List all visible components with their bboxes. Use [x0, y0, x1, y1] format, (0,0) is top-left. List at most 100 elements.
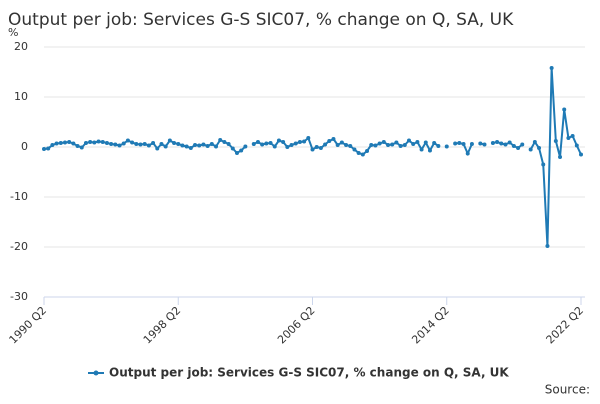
- y-tick-label: 0: [21, 140, 28, 153]
- data-point: [570, 134, 575, 138]
- data-point: [360, 152, 365, 157]
- data-point: [134, 142, 139, 146]
- legend-label: Output per job: Services G-S SIC07, % ch…: [109, 366, 509, 380]
- data-point: [381, 140, 386, 144]
- data-point: [453, 141, 458, 146]
- data-point: [155, 146, 160, 151]
- data-point: [188, 146, 193, 150]
- data-point: [42, 147, 46, 151]
- data-point: [167, 138, 172, 143]
- data-point: [121, 141, 126, 146]
- data-point: [499, 141, 504, 146]
- data-point: [234, 151, 239, 155]
- x-tick-label: 1990 Q2: [7, 304, 50, 347]
- data-point: [406, 138, 411, 143]
- data-point: [306, 136, 311, 140]
- chart-title: Output per job: Services G-S SIC07, % ch…: [8, 10, 514, 30]
- data-point: [302, 139, 307, 144]
- data-point: [415, 140, 420, 144]
- data-point: [226, 142, 231, 146]
- data-point: [528, 147, 533, 152]
- data-point: [289, 143, 294, 147]
- data-point: [352, 147, 357, 152]
- data-point: [92, 140, 97, 145]
- data-point: [516, 146, 521, 150]
- data-point: [495, 140, 500, 144]
- data-point: [276, 138, 281, 143]
- x-tick-label: 1998 Q2: [141, 304, 184, 347]
- data-point: [520, 142, 525, 147]
- legend-marker: [93, 370, 99, 376]
- data-point: [461, 142, 466, 146]
- data-point: [146, 143, 151, 148]
- data-point: [314, 145, 319, 149]
- data-point: [100, 140, 105, 144]
- y-tick-label: 10: [14, 90, 28, 103]
- data-point: [423, 140, 428, 145]
- data-point: [331, 137, 336, 141]
- data-point: [209, 142, 214, 146]
- data-point: [176, 142, 181, 146]
- data-point: [62, 140, 67, 145]
- data-point: [75, 144, 80, 148]
- data-point: [260, 142, 265, 147]
- data-point: [50, 143, 55, 147]
- data-point: [230, 146, 235, 151]
- data-point: [67, 140, 72, 144]
- data-point: [172, 141, 177, 145]
- data-point: [218, 138, 223, 142]
- data-point: [444, 144, 449, 149]
- data-point: [335, 143, 340, 147]
- data-point: [71, 141, 76, 146]
- y-tick-label: 20: [14, 40, 28, 53]
- data-point: [411, 142, 416, 146]
- data-point: [264, 141, 269, 146]
- data-point: [318, 146, 323, 150]
- data-point: [549, 66, 554, 70]
- data-point: [281, 140, 286, 144]
- data-point: [96, 139, 101, 144]
- data-point: [562, 107, 567, 112]
- data-point: [88, 140, 93, 144]
- data-point: [130, 140, 135, 145]
- data-point: [113, 142, 118, 147]
- data-point: [255, 140, 260, 144]
- data-point: [386, 143, 391, 147]
- x-tick-label: 2014 Q2: [409, 304, 452, 347]
- data-point: [138, 142, 143, 147]
- data-point: [558, 155, 563, 159]
- data-point: [83, 141, 88, 145]
- data-point: [285, 145, 290, 149]
- x-tick-label: 2006 Q2: [275, 304, 318, 347]
- data-point: [293, 141, 298, 146]
- data-point: [482, 142, 487, 147]
- data-point: [503, 142, 508, 147]
- data-point: [436, 144, 441, 148]
- data-point: [579, 152, 583, 157]
- data-point: [394, 140, 399, 145]
- data-point: [54, 141, 59, 146]
- data-point: [402, 143, 407, 147]
- data-point: [159, 142, 164, 146]
- data-point: [117, 143, 122, 148]
- data-point: [465, 151, 470, 156]
- data-point: [251, 142, 256, 146]
- data-point: [369, 143, 374, 147]
- data-point: [310, 147, 315, 152]
- data-point: [327, 139, 332, 143]
- data-point: [197, 143, 202, 148]
- y-tick-label: -30: [10, 290, 28, 303]
- source: Source:: [545, 383, 590, 397]
- data-point: [574, 143, 579, 148]
- x-tick-label: 2022 Q2: [544, 304, 587, 347]
- data-point: [373, 143, 378, 148]
- data-point: [109, 142, 114, 146]
- data-point: [205, 144, 210, 148]
- data-point: [532, 140, 537, 144]
- data-point: [398, 144, 403, 148]
- data-point: [348, 144, 353, 148]
- data-point: [58, 141, 63, 145]
- data-point: [511, 144, 516, 148]
